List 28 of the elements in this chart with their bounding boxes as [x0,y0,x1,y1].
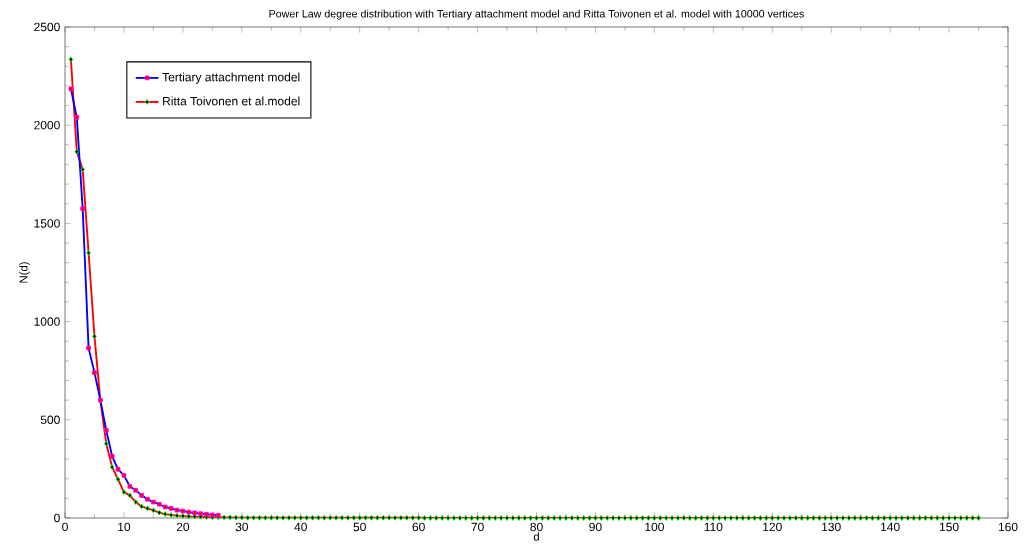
y-tick-label: 0 [54,513,60,523]
x-tick-label: 10 [118,522,131,532]
x-tick-label: 160 [998,522,1018,532]
x-axis-title: d [533,532,539,541]
y-axis-title: N(d) [19,262,30,283]
y-tick-label: 1500 [34,219,60,228]
x-tick-label: 20 [176,522,190,532]
x-tick-label: 150 [939,522,959,532]
x-tick-label: 40 [294,522,307,532]
chart-title: Power Law degree distribution with Tertiary attachment model and Ritta Toivonen et al. model with 10000 vertices [269,9,804,20]
x-tick-label: 80 [530,522,543,532]
x-tick-label: 130 [822,522,841,532]
y-tick-label: 2000 [34,120,60,130]
x-tick-label: 0 [62,522,68,532]
x-tick-label: 50 [353,522,366,532]
y-tick-label: 2500 [34,22,60,32]
x-tick-label: 100 [645,522,664,532]
x-tick-label: 140 [881,522,900,532]
y-tick-label: 500 [40,415,60,425]
x-tick-label: 90 [589,522,602,532]
legend-label: Ritta Toivonen et al.model [163,96,300,106]
x-tick-label: 30 [235,522,249,532]
x-tick-label: 70 [471,522,484,532]
x-tick-label: 60 [412,522,425,532]
x-tick-label: 120 [763,522,782,532]
y-tick-label: 1000 [34,317,60,326]
legend-label: Tertiary attachment model [162,72,300,84]
x-tick-label: 110 [704,522,723,532]
